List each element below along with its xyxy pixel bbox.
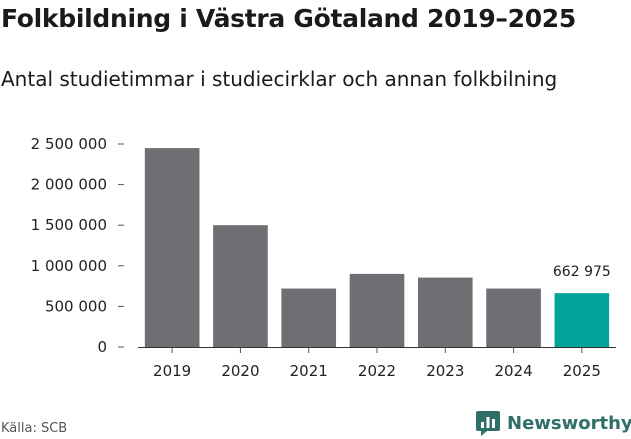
brand-name: Newsworthy bbox=[507, 412, 631, 434]
data-label: 662 975 bbox=[553, 264, 611, 280]
bar-2020 bbox=[213, 225, 268, 347]
bar-2021 bbox=[281, 288, 337, 347]
bar-2025 bbox=[554, 293, 610, 347]
y-tick-label: 1 000 000 bbox=[31, 257, 107, 275]
x-tick-label: 2025 bbox=[563, 362, 601, 380]
y-axis: 0 500 000 1 000 000 1 500 000 2 000 000 2 500… bbox=[31, 135, 124, 356]
y-tick-label: 1 500 000 bbox=[31, 216, 107, 234]
data-labels: 662 975 bbox=[553, 264, 611, 280]
source-note: Källa: SCB bbox=[1, 421, 68, 436]
bar-2024 bbox=[486, 288, 541, 347]
bars bbox=[144, 148, 610, 347]
bar-2023 bbox=[417, 277, 473, 347]
x-axis: 2019 2020 2021 2022 2023 2024 2025 bbox=[153, 347, 601, 380]
bar-2022 bbox=[349, 273, 405, 347]
y-tick-label: 500 000 bbox=[45, 297, 107, 315]
y-tick-label: 2 000 000 bbox=[31, 176, 107, 194]
newsworthy-logo-icon bbox=[476, 411, 500, 436]
x-tick-label: 2019 bbox=[153, 362, 191, 380]
y-tick-label: 2 500 000 bbox=[31, 135, 107, 153]
x-tick-label: 2023 bbox=[426, 362, 464, 380]
chart-subtitle: Antal studietimmar i studiecirklar och a… bbox=[1, 67, 558, 91]
x-tick-label: 2024 bbox=[494, 362, 532, 380]
chart-title: Folkbildning i Västra Götaland 2019–2025 bbox=[1, 4, 576, 33]
x-tick-label: 2021 bbox=[290, 362, 328, 380]
x-tick-label: 2020 bbox=[221, 362, 259, 380]
bar-2019 bbox=[144, 148, 200, 347]
newsworthy-logo: Newsworthy bbox=[475, 409, 631, 437]
x-tick-label: 2022 bbox=[358, 362, 396, 380]
y-tick-label: 0 bbox=[97, 338, 107, 356]
